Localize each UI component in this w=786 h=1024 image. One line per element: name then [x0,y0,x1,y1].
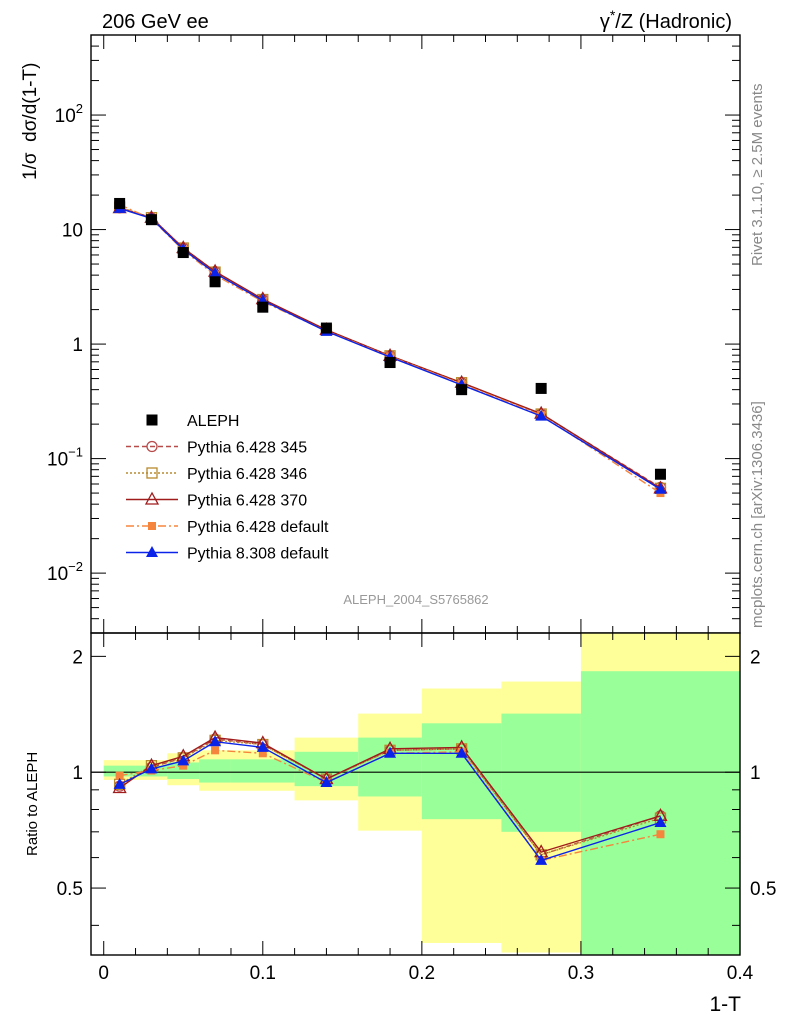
legend-label-p8def: Pythia 8.308 default [187,546,329,563]
ratio-line-p8def [119,741,661,862]
data-point-data [535,382,547,394]
ratio-point-p8def [256,740,269,752]
x-tick-label: 0.3 [568,963,594,984]
x-axis-title: 1-T [710,993,742,1016]
ratio-point-p6def [258,749,267,758]
ratio-y-tick-label-right: 2 [750,647,761,668]
y-tick-label: 1 [72,335,83,356]
data-point-p8def [535,409,548,421]
ratio-point-p6def [179,761,188,770]
data-point-data [654,468,666,480]
data-point-data [320,322,332,334]
ratio-line-p6def [119,749,661,862]
ratio-point-p6def [115,771,124,780]
ratio-y-axis-title: Ratio to ALEPH [24,752,41,856]
ratio-point-p8def [384,746,397,758]
ratio-frame [90,632,741,956]
x-tick-label: 0.2 [409,963,435,984]
data-point-data [209,276,221,288]
ratio-bands [103,633,740,955]
ratio-point-p8def [113,777,126,789]
band-inner [230,759,295,783]
header-right-label: γ*/Z (Hadronic) [600,7,732,33]
main-series-group [112,197,668,498]
legend: ALEPH Pythia 6.428 345 Pythia 6.428 346 Pyt… [126,413,329,563]
analysis-tag: ALEPH_2004_S5765862 [343,592,488,607]
data-point-data [177,247,189,259]
x-tick-label: 0.1 [250,963,276,984]
ratio-line-p370 [119,736,661,853]
y-tick-label: 10 [62,221,83,242]
legend-marker-p6def [148,522,156,530]
ratio-point-p8def [145,762,158,774]
ratio-panel: 0.5 0.5 1 1 2 2 0 0.1 0.2 0.3 0.4 [57,632,776,984]
main-y-axis-title: 1/σ dσ/d(1-T) [20,63,41,180]
legend-marker-data [146,414,158,426]
header-process: /Z (Hadronic) [615,11,732,33]
y-tick-exponent: −1 [68,445,83,460]
data-point-p8def [654,482,667,494]
data-point-data [257,301,269,313]
ratio-point-p8def [455,746,468,758]
legend-marker-p346 [146,467,158,479]
y-tick-base: 10 [47,564,68,585]
legend-label-p6def: Pythia 6.428 default [187,519,329,536]
data-point-data [384,357,396,369]
legend-label-p345: Pythia 6.428 345 [187,440,307,457]
mcplots-label: mcplots.cern.ch [arXiv:1306.3436] [749,401,766,628]
series-line-p8def [119,207,661,490]
ratio-y-tick-label-right: 1 [750,763,761,784]
header-star: * [610,7,616,23]
rivet-version-label: Rivet 3.1.10, ≥ 2.5M events [749,84,766,267]
y-tick-base: 1 [72,335,83,356]
ratio-point-p8def [177,754,190,766]
band-inner [199,759,231,783]
x-tick-label: 0 [98,963,109,984]
y-tick-label: 102 [55,101,83,127]
data-point-p8def [209,266,222,278]
ratio-point-p8def [320,776,333,788]
x-tick-label: 0.4 [727,963,754,984]
data-point-data [114,197,126,209]
ratio-y-tick-label-right: 0.5 [750,879,776,900]
band-inner [358,737,422,797]
ratio-point-p8def [654,816,667,828]
ratio-y-tick-label-left: 0.5 [57,879,83,900]
ratio-point-p6def [656,830,665,839]
data-point-data [456,384,468,396]
ratio-point-p6def [211,746,220,755]
y-tick-base: 10 [55,106,76,127]
legend-marker-p345 [146,440,158,453]
main-frame [90,34,741,634]
y-tick-base: 10 [47,450,68,471]
legend-marker-p370 [144,491,160,505]
legend-marker-p8def [146,546,158,557]
header-left-label: 206 GeV ee [102,11,209,33]
ratio-line-p346 [119,739,661,856]
ratio-point-p8def [209,735,222,747]
ratio-point-p8def [535,853,548,865]
header-gamma: γ [600,11,610,33]
ratio-series-group [112,729,668,865]
ratio-axes: 0.5 0.5 1 1 2 2 0 0.1 0.2 0.3 0.4 [57,633,776,984]
y-tick-label: 10−1 [47,445,83,471]
y-tick-base: 10 [62,221,83,242]
legend-label-p346: Pythia 6.428 346 [187,466,307,483]
y-tick-exponent: −2 [68,559,83,574]
ratio-y-tick-label-left: 1 [72,763,83,784]
y-tick-exponent: 2 [76,101,83,116]
y-tick-label: 10−2 [47,559,83,585]
band-inner [103,765,136,777]
legend-label-p370: Pythia 6.428 370 [187,493,307,510]
series-line-p370 [119,207,661,489]
data-point-data [145,214,157,226]
band-inner [421,723,502,820]
ratio-y-tick-label-left: 2 [72,647,83,668]
legend-label-data: ALEPH [187,413,239,430]
band-inner [167,762,200,780]
